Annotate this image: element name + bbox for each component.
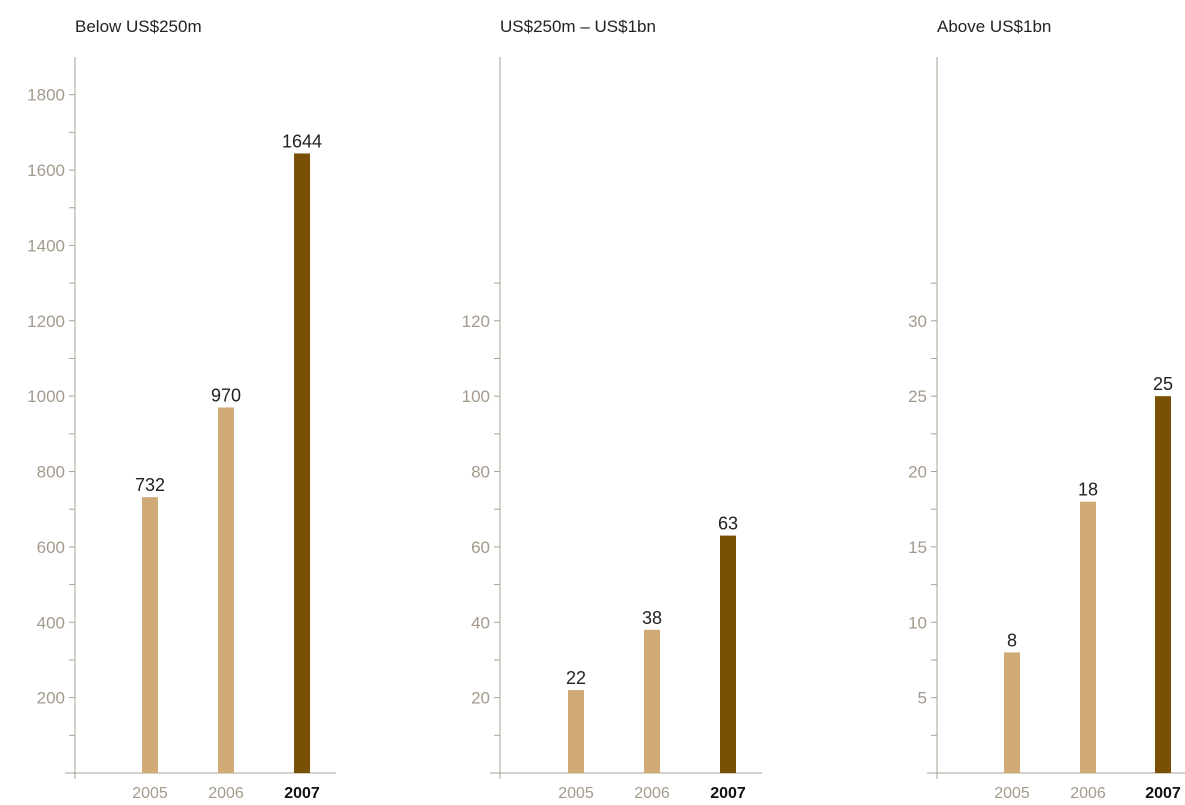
data-label: 18 [1078,480,1098,500]
y-tick-label: 15 [908,538,927,557]
y-tick-label: 40 [471,613,490,632]
y-tick-label: 400 [37,613,65,632]
chart-title: Below US$250m [75,17,202,36]
y-tick-label: 1600 [27,161,65,180]
data-label: 8 [1007,630,1017,650]
chart-title: Above US$1bn [937,17,1051,36]
bar-2007 [1155,396,1171,773]
y-tick-label: 30 [908,312,927,331]
bar-2006 [218,407,234,773]
y-tick-label: 25 [908,387,927,406]
x-tick-label: 2005 [132,785,168,802]
y-tick-label: 20 [908,463,927,482]
x-tick-label: 2006 [208,785,244,802]
y-tick-label: 80 [471,463,490,482]
bar-2006 [1080,501,1096,773]
y-tick-label: 60 [471,538,490,557]
y-tick-label: 20 [471,689,490,708]
y-tick-label: 5 [918,689,927,708]
y-tick-label: 1400 [27,236,65,255]
x-tick-label: 2007 [1145,785,1181,802]
y-tick-label: 100 [462,387,490,406]
bar-2005 [142,497,158,773]
y-tick-label: 200 [37,689,65,708]
bar-2006 [644,629,660,773]
x-tick-label: 2005 [994,785,1030,802]
y-tick-label: 1200 [27,312,65,331]
y-tick-label: 120 [462,312,490,331]
bar-2005 [1004,652,1020,773]
data-label: 1644 [282,131,322,151]
y-tick-label: 800 [37,463,65,482]
bar-2007 [294,153,310,774]
data-label: 25 [1153,374,1173,394]
y-tick-label: 1000 [27,387,65,406]
x-tick-label: 2006 [634,785,670,802]
x-tick-label: 2007 [284,785,320,802]
x-tick-label: 2005 [558,785,594,802]
data-label: 970 [211,385,241,405]
bar-2005 [568,690,584,773]
y-tick-label: 10 [908,613,927,632]
y-tick-label: 1800 [27,86,65,105]
chart-title: US$250m – US$1bn [500,17,656,36]
data-label: 732 [135,475,165,495]
data-label: 63 [718,514,738,534]
data-label: 38 [642,608,662,628]
data-label: 22 [566,668,586,688]
x-tick-label: 2006 [1070,785,1106,802]
x-tick-label: 2007 [710,785,746,802]
bar-2007 [720,535,736,773]
y-tick-label: 600 [37,538,65,557]
